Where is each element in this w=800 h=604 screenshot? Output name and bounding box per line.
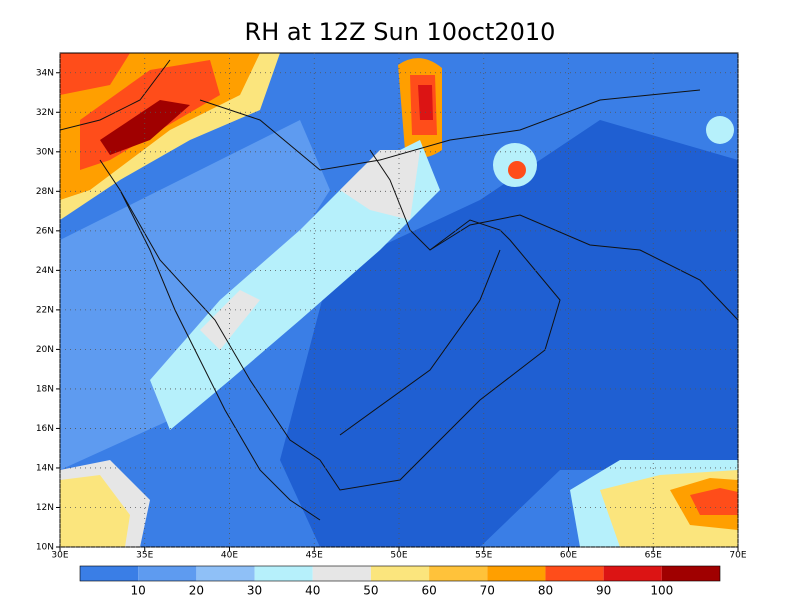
y-tick-label: 14N [36, 463, 54, 473]
coastlines [60, 59, 738, 521]
colorbar-label: 40 [305, 584, 320, 598]
y-tick-label: 34N [36, 68, 54, 78]
rh-field [60, 53, 738, 547]
x-tick-label: 45E [306, 551, 323, 561]
x-tick-label: 55E [475, 551, 492, 561]
colorbar-swatch [429, 566, 488, 581]
y-tick-label: 22N [36, 305, 54, 315]
y-tick-label: 26N [36, 226, 54, 236]
y-tick-label: 20N [36, 345, 54, 355]
colorbar-swatch [138, 566, 197, 581]
x-tick-label: 35E [136, 551, 153, 561]
colorbar-frame [79, 565, 721, 582]
x-tick-label: 40E [221, 551, 238, 561]
colorbar-label: 90 [596, 584, 611, 598]
x-tick-label: 65E [645, 551, 662, 561]
colorbar-label: 80 [538, 584, 553, 598]
colorbar-label: 50 [363, 584, 378, 598]
colorbar: 10 20 30 40 50 60 70 80 90 100 [79, 565, 721, 598]
colorbar-swatch [312, 566, 371, 581]
colorbar-label: 10 [131, 584, 146, 598]
colorbar-label: 60 [421, 584, 436, 598]
y-tick-label: 18N [36, 384, 54, 394]
x-tick-label: 60E [560, 551, 577, 561]
colorbar-swatch [661, 566, 720, 581]
y-tick-label: 12N [36, 503, 54, 513]
colorbar-swatch [603, 566, 662, 581]
x-tick-label: 30E [51, 551, 68, 561]
colorbar-swatch [545, 566, 604, 581]
colorbar-swatch [370, 566, 430, 581]
colorbar-label: 70 [480, 584, 495, 598]
colorbar-swatch [196, 566, 255, 581]
y-tick-label: 28N [36, 187, 54, 197]
y-tick-label: 16N [36, 424, 54, 434]
y-tick-label: 32N [36, 108, 54, 118]
title: RH at 12Z Sun 10oct2010 [245, 18, 556, 46]
colorbar-label: 100 [650, 584, 673, 598]
colorbar-swatch [487, 566, 546, 581]
colorbar-swatch [254, 566, 313, 581]
axes: 30E 35E 40E 45E 50E 55E 60E 65E 70E 10N 12N 14N 16N 1… [36, 53, 747, 561]
y-tick-label: 10N [36, 543, 54, 553]
colorbar-label: 30 [247, 584, 262, 598]
x-tick-label: 70E [729, 551, 746, 561]
y-tick-label: 24N [36, 266, 54, 276]
colorbar-label: 20 [189, 584, 204, 598]
x-tick-label: 50E [390, 551, 407, 561]
y-tick-label: 30N [36, 147, 54, 157]
colorbar-swatch [80, 566, 139, 581]
